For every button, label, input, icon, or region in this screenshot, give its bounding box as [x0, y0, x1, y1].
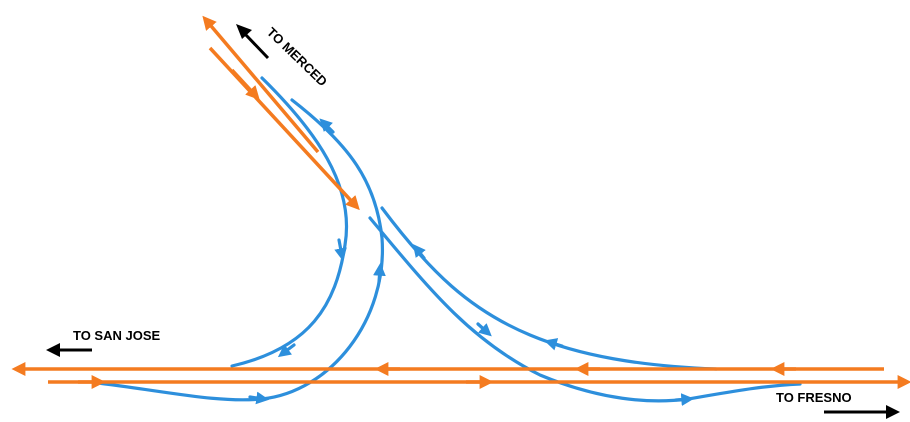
arrow-to-san-jose	[46, 343, 92, 357]
mainline-tracks	[11, 15, 910, 389]
label-to-merced: TO MERCED	[264, 24, 330, 89]
connector-tracks	[96, 76, 802, 406]
connector-merced-fresno	[368, 216, 802, 403]
direction-arrows	[46, 24, 900, 419]
merced-line-northbound	[202, 15, 320, 154]
arrow-to-merced	[236, 24, 270, 60]
label-to-san-jose: TO SAN JOSE	[73, 328, 161, 343]
connector-merced-sanjose	[230, 76, 349, 368]
label-to-fresno: TO FRESNO	[776, 390, 852, 405]
connector-sanjose-merced	[96, 98, 384, 402]
arrow-to-fresno	[824, 405, 900, 419]
